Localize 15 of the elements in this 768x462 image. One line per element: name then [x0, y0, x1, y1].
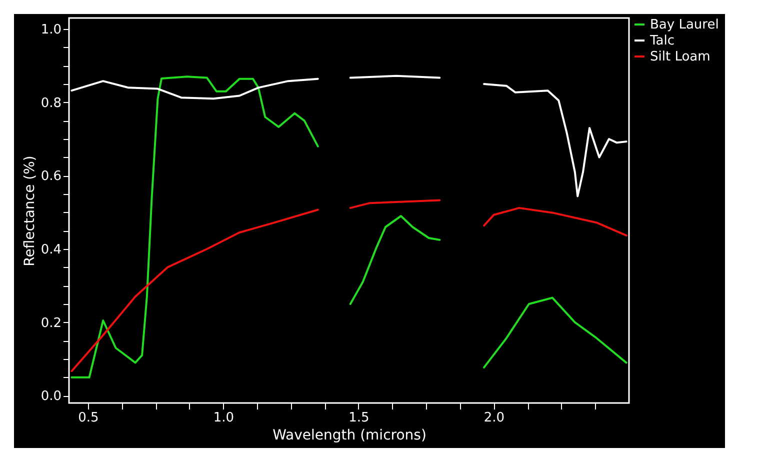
y-axis-title: Reflectance (%): [22, 156, 38, 266]
y-tick-label: 0.6: [40, 169, 62, 184]
x-tick-label: 1.5: [348, 410, 370, 426]
x-axis-title: Wavelength (microns): [272, 428, 426, 444]
x-tick-label: 2.0: [484, 410, 505, 426]
x-tick-label: 1.0: [213, 410, 234, 426]
y-tick-label: 1.0: [40, 22, 62, 38]
legend-label: Talc: [649, 34, 675, 48]
y-tick-label: 0.4: [40, 242, 62, 258]
legend-label: Bay Laurel: [650, 18, 719, 32]
y-tick-label: 0.0: [40, 389, 62, 404]
legend-label: Silt Loam: [650, 50, 710, 64]
y-tick-label: 0.2: [40, 316, 62, 331]
y-tick-label: 0.8: [40, 96, 62, 111]
x-tick-label: 0.5: [78, 410, 99, 426]
